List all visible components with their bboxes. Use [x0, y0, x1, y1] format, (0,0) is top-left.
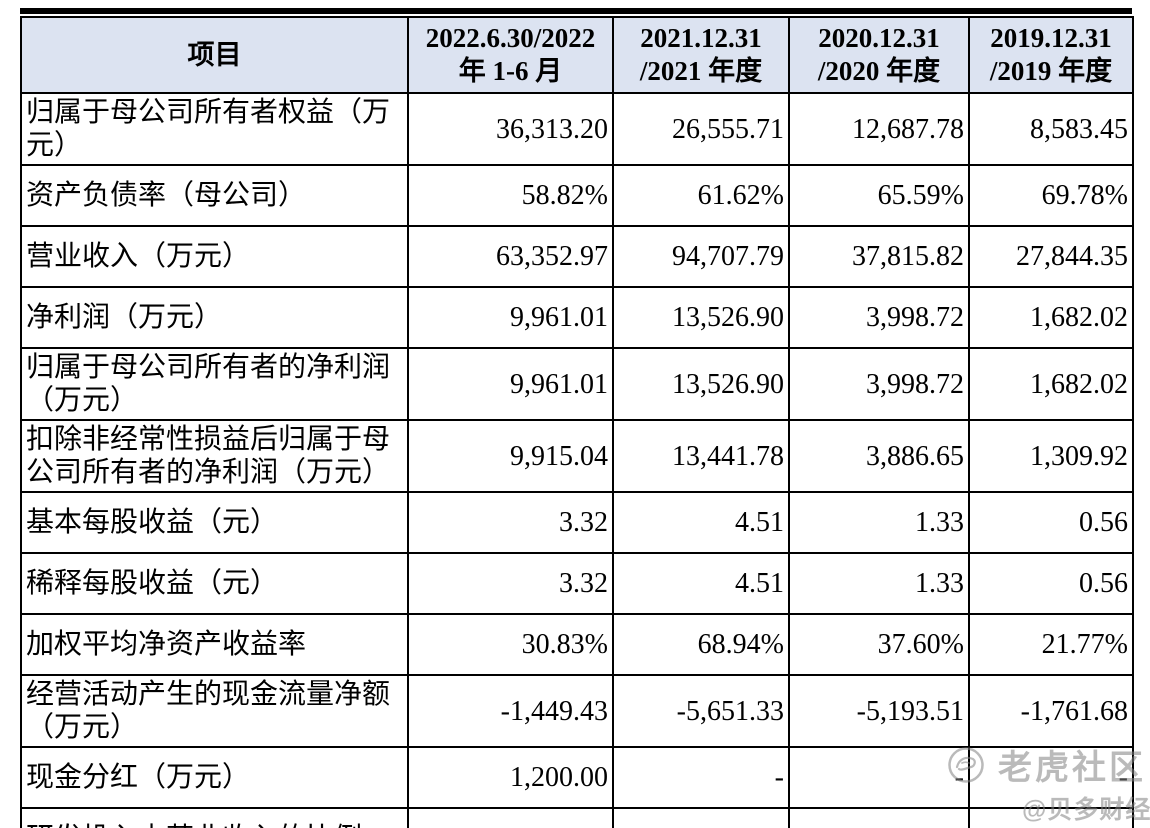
row-value: 1,309.92: [968, 419, 1134, 493]
table-row: 归属于母公司所有者权益（万元） 36,313.20 26,555.71 12,687.…: [20, 92, 1134, 166]
row-value: -: [788, 746, 970, 809]
row-value: 9,961.01: [407, 347, 614, 421]
row-value: 36,313.20: [407, 92, 614, 166]
row-value: 8,583.45: [968, 92, 1134, 166]
row-value: -: [968, 746, 1134, 809]
row-value: 9,915.04: [407, 419, 614, 493]
row-value: 2.34%: [968, 807, 1134, 828]
row-label: 加权平均净资产收益率: [20, 613, 409, 676]
row-value: 26,555.71: [612, 92, 790, 166]
table-row: 净利润（万元） 9,961.01 13,526.90 3,998.72 1,682.02: [20, 286, 1134, 349]
table-row: 加权平均净资产收益率 30.83% 68.94% 37.60% 21.77%: [20, 613, 1134, 676]
row-value: 0.56: [968, 552, 1134, 615]
header-period-line1: 2021.12.31: [640, 23, 762, 53]
row-value: 4.51: [612, 491, 790, 554]
row-value: 13,526.90: [612, 347, 790, 421]
header-period-2022: 2022.6.30/2022 年 1-6 月: [407, 16, 614, 94]
row-value: 1,200.00: [407, 746, 614, 809]
row-value: 69.78%: [968, 164, 1134, 227]
row-value: 37,815.82: [788, 225, 970, 288]
row-value: 63,352.97: [407, 225, 614, 288]
row-label: 稀释每股收益（元）: [20, 552, 409, 615]
row-value: -1,761.68: [968, 674, 1134, 748]
row-value: 30.83%: [407, 613, 614, 676]
row-value: 37.60%: [788, 613, 970, 676]
row-value: 4.51: [612, 552, 790, 615]
header-period-line2: /2019 年度: [989, 56, 1113, 86]
row-value: 13,526.90: [612, 286, 790, 349]
row-label: 营业收入（万元）: [20, 225, 409, 288]
row-value: -: [612, 746, 790, 809]
row-value: 3,886.65: [788, 419, 970, 493]
row-value: 0.56: [968, 491, 1134, 554]
row-value: 1.33: [788, 552, 970, 615]
row-label: 扣除非经常性损益后归属于母公司所有者的净利润（万元）: [20, 419, 409, 493]
header-period-2020: 2020.12.31 /2020 年度: [788, 16, 970, 94]
row-value: 27,844.35: [968, 225, 1134, 288]
row-value: 3,998.72: [788, 347, 970, 421]
row-label: 归属于母公司所有者权益（万元）: [20, 92, 409, 166]
table-row: 营业收入（万元） 63,352.97 94,707.79 37,815.82 27,84…: [20, 225, 1134, 288]
row-value: 12,687.78: [788, 92, 970, 166]
row-label: 资产负债率（母公司）: [20, 164, 409, 227]
header-period-line1: 2020.12.31: [818, 23, 940, 53]
table-row: 基本每股收益（元） 3.32 4.51 1.33 0.56: [20, 491, 1134, 554]
table-row: 研发投入占营业收入的比例0.95%1.34%2.06%2.34%: [20, 807, 1134, 828]
row-value: 13,441.78: [612, 419, 790, 493]
header-period-line1: 2022.6.30/2022: [425, 23, 596, 53]
row-value: 61.62%: [612, 164, 790, 227]
header-period-line2: 年 1-6 月: [458, 56, 563, 86]
table-row: 资产负债率（母公司） 58.82% 61.62% 65.59% 69.78%: [20, 164, 1134, 227]
row-value: 9,961.01: [407, 286, 614, 349]
table-body: 归属于母公司所有者权益（万元） 36,313.20 26,555.71 12,687.…: [20, 92, 1134, 828]
row-value: 94,707.79: [612, 225, 790, 288]
row-value: 58.82%: [407, 164, 614, 227]
row-value: 1.34%: [612, 807, 790, 828]
row-value: -1,449.43: [407, 674, 614, 748]
row-value: 3.32: [407, 491, 614, 554]
header-period-line2: /2020 年度: [817, 56, 941, 86]
row-value: 1,682.02: [968, 286, 1134, 349]
header-period-2021: 2021.12.31 /2021 年度: [612, 16, 790, 94]
row-label: 基本每股收益（元）: [20, 491, 409, 554]
header-period-2019: 2019.12.31 /2019 年度: [968, 16, 1134, 94]
table-row: 归属于母公司所有者的净利润（万元） 9,961.01 13,526.90 3,998.…: [20, 347, 1134, 421]
row-value: 2.06%: [788, 807, 970, 828]
row-label: 现金分红（万元）: [20, 746, 409, 809]
row-value: 0.95%: [407, 807, 614, 828]
row-value: 21.77%: [968, 613, 1134, 676]
row-label: 研发投入占营业收入的比例: [20, 807, 409, 828]
row-value: 3,998.72: [788, 286, 970, 349]
row-label: 净利润（万元）: [20, 286, 409, 349]
row-label: 经营活动产生的现金流量净额（万元）: [20, 674, 409, 748]
row-value: 1.33: [788, 491, 970, 554]
row-value: 65.59%: [788, 164, 970, 227]
table-row: 扣除非经常性损益后归属于母公司所有者的净利润（万元） 9,915.04 13,441…: [20, 419, 1134, 493]
header-period-line2: /2021 年度: [639, 56, 763, 86]
header-period-line1: 2019.12.31: [990, 23, 1112, 53]
table-header-row: 项目 2022.6.30/2022 年 1-6 月 2021.12.31 /20…: [20, 16, 1134, 94]
table-row: 现金分红（万元） 1,200.00- - -: [20, 746, 1134, 809]
row-value: -5,193.51: [788, 674, 970, 748]
table-row: 稀释每股收益（元） 3.32 4.51 1.33 0.56: [20, 552, 1134, 615]
row-value: 1,682.02: [968, 347, 1134, 421]
row-value: 3.32: [407, 552, 614, 615]
row-value: 68.94%: [612, 613, 790, 676]
table-row: 经营活动产生的现金流量净额（万元） -1,449.43 -5,651.33 -5,19…: [20, 674, 1134, 748]
row-value: -5,651.33: [612, 674, 790, 748]
header-item: 项目: [20, 16, 409, 94]
row-label: 归属于母公司所有者的净利润（万元）: [20, 347, 409, 421]
financial-highlights-table: 项目 2022.6.30/2022 年 1-6 月 2021.12.31 /20…: [20, 8, 1134, 828]
